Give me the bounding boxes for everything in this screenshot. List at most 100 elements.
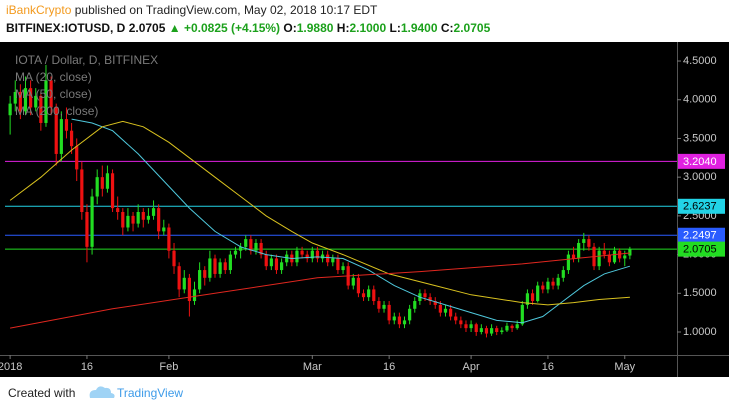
y-tick-label: 4.5000	[683, 55, 717, 67]
candle-body	[177, 266, 181, 290]
candle-body	[269, 258, 273, 267]
candle-body	[198, 270, 202, 290]
candle-body	[315, 250, 320, 259]
candle-body	[228, 254, 232, 271]
candle-body	[34, 95, 38, 108]
candle-body	[100, 177, 104, 189]
candle-body	[254, 242, 258, 251]
candle-body	[541, 285, 545, 290]
candle-body	[438, 304, 442, 313]
candle-body	[90, 196, 94, 247]
price-label-box	[678, 227, 725, 243]
plot	[5, 64, 677, 338]
moving-average-line	[71, 118, 631, 324]
candle-body	[612, 250, 617, 263]
candle-body	[571, 254, 576, 259]
candle-body	[64, 119, 69, 131]
candle-body	[377, 301, 381, 309]
author[interactable]: iBankCrypto	[6, 3, 72, 17]
candle-body	[105, 173, 110, 189]
candle-body	[331, 258, 335, 263]
candle-body	[474, 324, 478, 333]
candle-body	[510, 325, 514, 329]
candle-body	[479, 328, 483, 333]
candle-body	[213, 258, 217, 274]
candle-body	[520, 304, 524, 325]
candle-body	[182, 277, 186, 290]
candle-body	[54, 107, 58, 154]
candle-body	[326, 254, 330, 263]
candle-body	[587, 239, 591, 247]
candle-body	[546, 281, 550, 290]
candle-body	[489, 328, 494, 334]
candle-body	[239, 246, 243, 251]
price-label: 2.6237	[683, 201, 717, 213]
price-label: 3.2040	[683, 156, 717, 168]
price-label-box	[678, 241, 725, 257]
moving-average-line	[10, 252, 630, 329]
candle-body	[602, 250, 606, 255]
header-line-1: iBankCrypto published on TradingView.com…	[6, 3, 378, 17]
candle-body	[459, 320, 463, 325]
candle-body	[203, 270, 207, 278]
footer-created: Created with	[8, 386, 75, 400]
candle-body	[484, 328, 489, 334]
candle-body	[500, 330, 504, 333]
candle-body	[423, 293, 427, 298]
candle-body	[449, 308, 453, 317]
moving-average-line	[9, 120, 630, 306]
candle-body	[433, 301, 437, 305]
published: published on TradingView.com, May 02, 20…	[75, 3, 378, 17]
candle-body	[13, 91, 17, 104]
candle-body	[361, 293, 366, 298]
candle-body	[167, 227, 171, 251]
candle-body	[95, 177, 99, 197]
tradingview-logo[interactable]	[89, 386, 115, 398]
footer-brand[interactable]: TradingView	[117, 386, 183, 400]
price: 2.0705	[129, 21, 166, 35]
candle-body	[29, 88, 33, 108]
candle-body	[469, 324, 473, 329]
candle-body	[607, 254, 611, 263]
candle-body	[577, 242, 581, 259]
candle-body	[295, 250, 299, 263]
candle-body	[536, 285, 540, 302]
x-tick-label: May	[614, 361, 635, 373]
x-tick-label: 2018	[0, 361, 22, 373]
legend-entry: MA (20, close)	[15, 70, 92, 84]
candle-body	[382, 304, 386, 309]
candle-body	[223, 262, 227, 271]
candle-body	[23, 88, 28, 112]
candle-body	[187, 277, 191, 302]
ohlc-value: 1.9400	[401, 21, 438, 35]
candle-body	[341, 266, 345, 271]
ohlc-label: C:	[441, 21, 454, 35]
candle-body	[413, 301, 417, 309]
candle-body	[121, 212, 125, 228]
candle-body	[279, 262, 284, 271]
y-tick-label: 3.5000	[683, 132, 717, 144]
candle-body	[505, 325, 509, 331]
candle-body	[85, 212, 89, 247]
candle-body	[274, 258, 279, 271]
candle-body	[300, 250, 304, 255]
x-tick-label: 16	[81, 361, 93, 373]
candle-body	[310, 250, 314, 259]
candle-body	[44, 80, 48, 123]
candle-body	[397, 316, 401, 325]
y-tick-label: 1.5000	[683, 287, 717, 299]
candle-body	[551, 281, 555, 286]
price-label: 2.0705	[683, 244, 717, 256]
candle-body	[146, 215, 151, 220]
candle-body	[495, 328, 499, 333]
candle-body	[259, 242, 263, 255]
candle-body	[566, 254, 571, 271]
arrow: ▲	[169, 21, 181, 35]
candle-body	[525, 293, 530, 305]
header-line-2: BITFINEX:IOTUSD, D 2.0705 ▲ +0.0825 (+4.…	[6, 21, 491, 35]
candle-body	[8, 103, 12, 116]
x-tick-label: 16	[542, 361, 554, 373]
candle-body	[157, 208, 161, 232]
candle-body	[428, 297, 432, 302]
